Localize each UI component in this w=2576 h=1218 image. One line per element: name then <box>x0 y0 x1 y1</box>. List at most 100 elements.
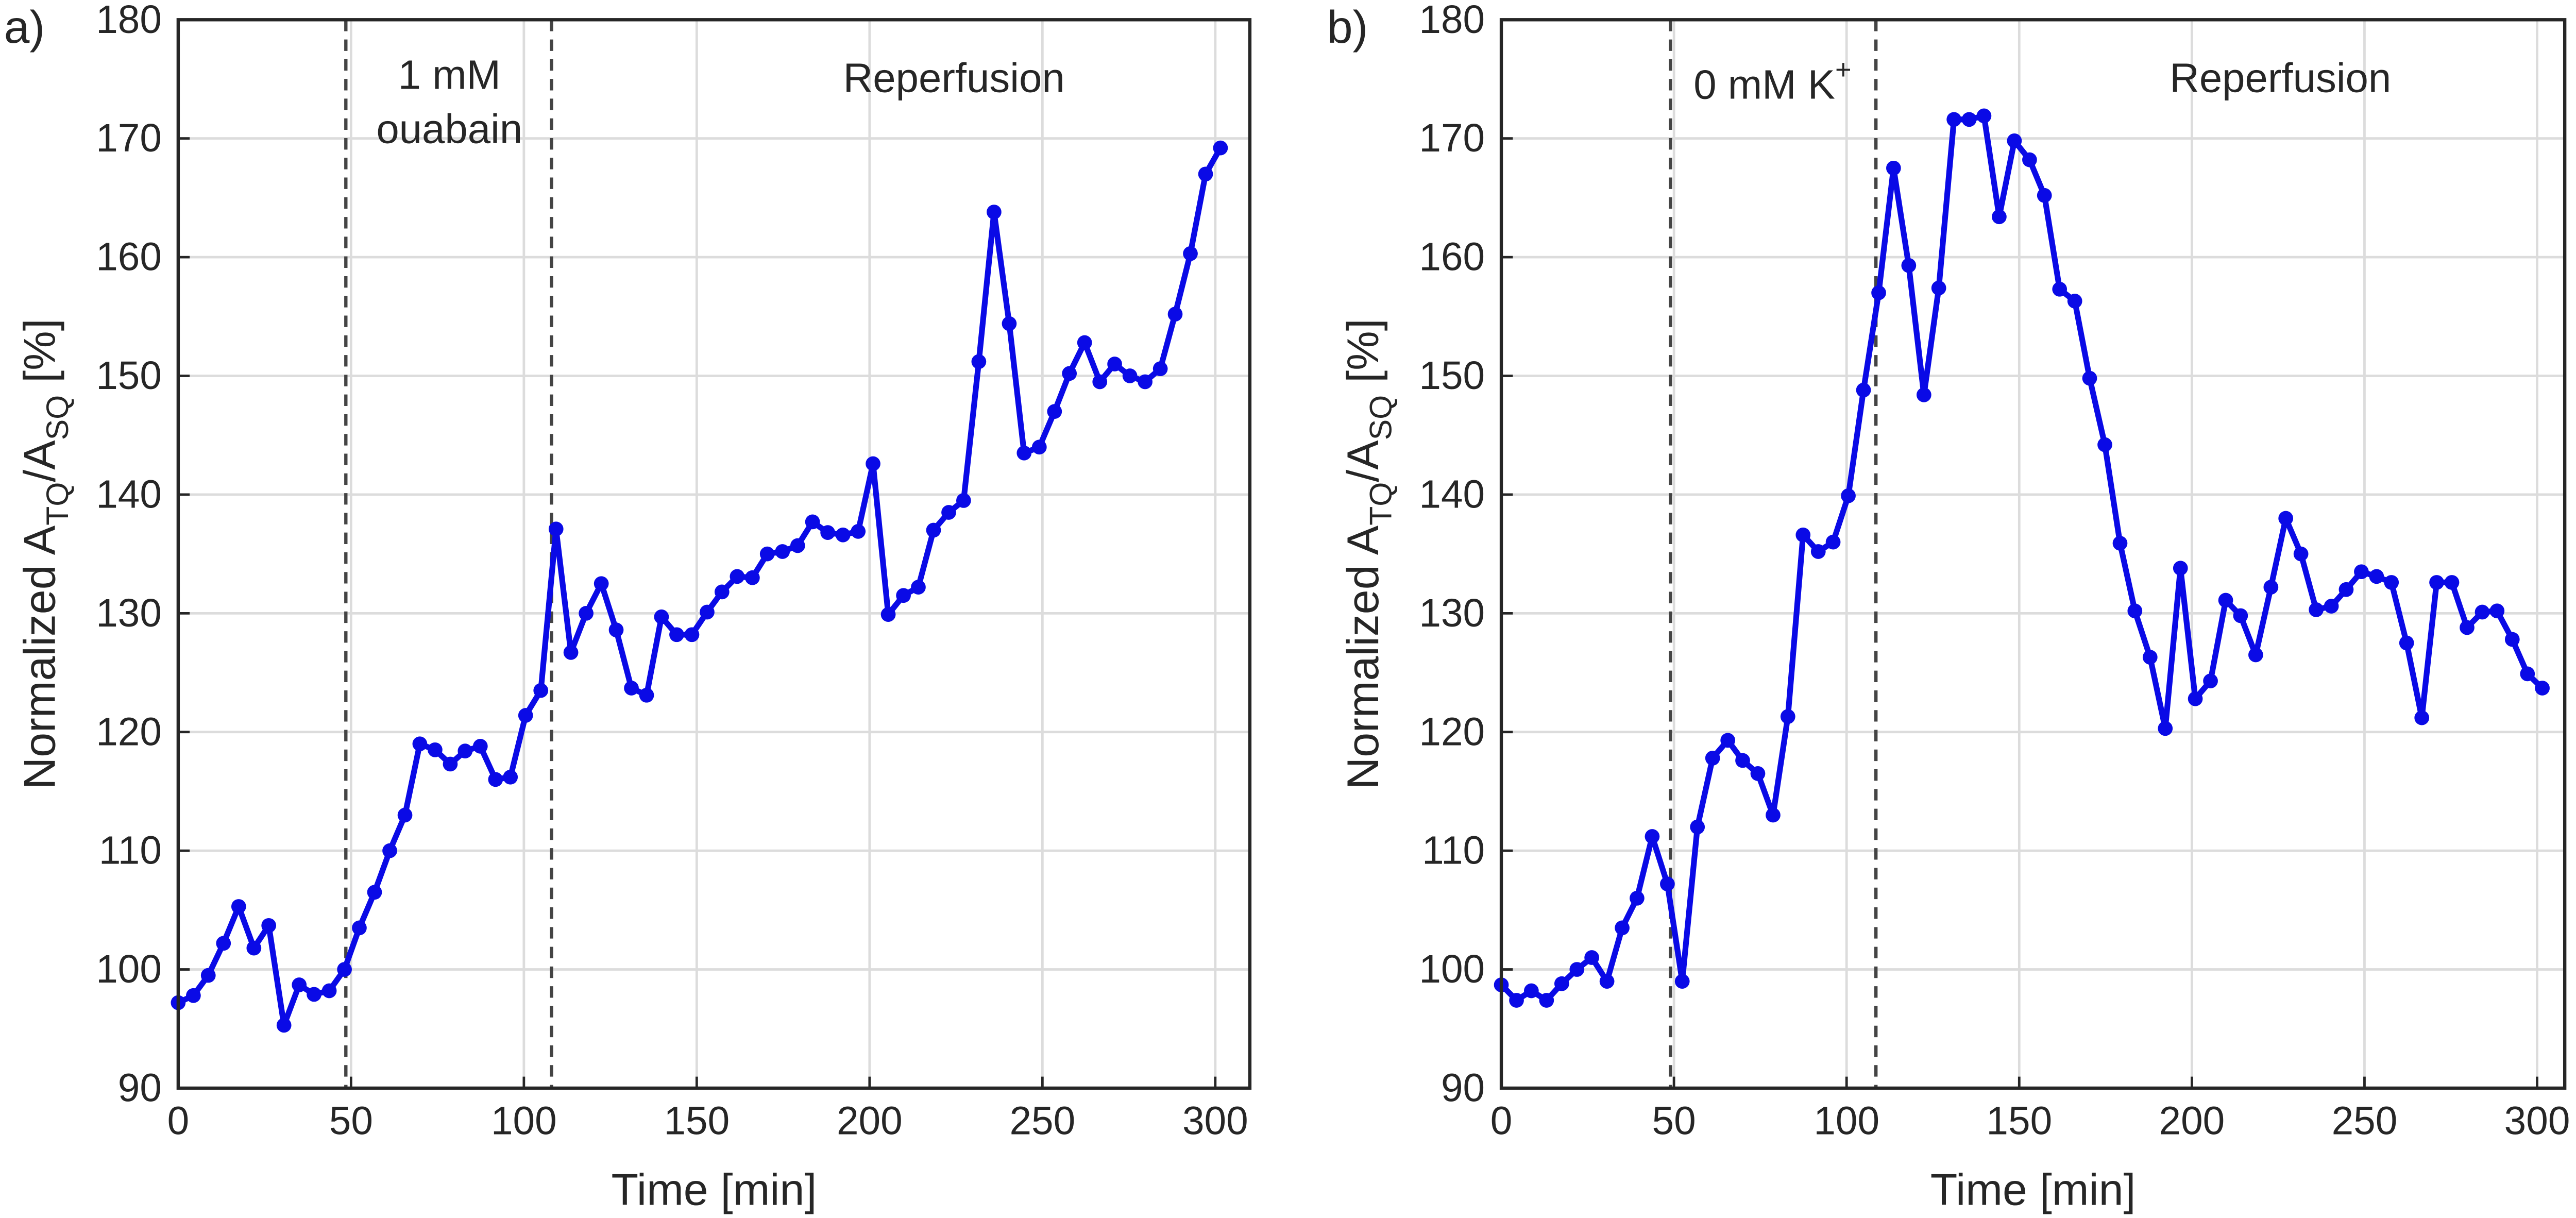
data-point <box>2384 575 2399 590</box>
data-point <box>2444 575 2460 590</box>
data-point <box>2338 582 2354 597</box>
annotation-text: Reperfusion <box>843 55 1065 101</box>
annotation: ouabain <box>376 106 522 152</box>
y-tick-label: 100 <box>96 948 162 991</box>
data-point <box>261 918 277 933</box>
data-point <box>1047 404 1062 419</box>
data-point <box>1735 753 1750 768</box>
annotation: Reperfusion <box>843 55 1065 101</box>
data-point <box>457 743 473 758</box>
data-point <box>2278 511 2294 526</box>
y-label-sub: SQ <box>1363 395 1398 441</box>
data-point <box>1810 544 1826 559</box>
x-tick-label: 100 <box>1814 1099 1879 1143</box>
data-point <box>1016 445 1032 461</box>
y-tick-label: 110 <box>99 829 162 873</box>
data-point <box>1153 361 1168 377</box>
data-point <box>654 609 669 624</box>
y-tick-label: 140 <box>96 472 162 516</box>
data-point <box>2067 293 2082 309</box>
y-label-part: [%] <box>15 318 65 395</box>
data-point <box>2293 546 2309 562</box>
data-point <box>2414 710 2430 725</box>
y-tick-label: 130 <box>1419 591 1485 635</box>
data-point <box>428 742 443 757</box>
data-point <box>639 687 654 703</box>
annotation-text: 1 mM <box>398 52 501 97</box>
data-line <box>177 146 1223 1028</box>
data-point <box>216 936 231 951</box>
data-point <box>1107 357 1122 371</box>
data-point <box>2535 681 2550 696</box>
y-tick-label: 90 <box>1441 1066 1485 1110</box>
data-point <box>1554 976 1569 991</box>
x-tick-label: 250 <box>2332 1099 2398 1143</box>
data-point <box>579 605 594 621</box>
data-point <box>1780 709 1795 724</box>
data-point <box>1901 258 1917 273</box>
data-point <box>1630 890 1645 906</box>
x-tick-label: 50 <box>329 1099 373 1143</box>
data-point <box>2127 603 2143 619</box>
x-tick-label: 300 <box>2504 1099 2570 1143</box>
x-tick-label: 200 <box>837 1099 903 1143</box>
y-tick-label: 170 <box>96 116 162 160</box>
data-point <box>246 940 262 956</box>
data-point <box>397 807 413 823</box>
data-point <box>880 607 896 622</box>
y-tick-label: 180 <box>1419 0 1485 42</box>
y-tick-label: 150 <box>1419 354 1485 398</box>
x-tick-label: 50 <box>1652 1099 1696 1143</box>
data-point <box>2022 152 2037 167</box>
data-point <box>1856 382 1871 398</box>
annotation: 0 mM K+ <box>1693 54 1851 107</box>
data-point <box>337 962 352 977</box>
data-point <box>2263 580 2279 595</box>
x-tick-label: 200 <box>2159 1099 2225 1143</box>
data-point <box>1841 488 1856 503</box>
data-point <box>1122 368 1138 383</box>
data-point <box>2158 721 2173 736</box>
data-point <box>1886 160 1901 176</box>
data-point <box>1183 246 1198 261</box>
data-point <box>2142 650 2158 665</box>
data-point <box>866 456 880 471</box>
data-point <box>1138 374 1153 390</box>
data-point <box>1523 983 1539 999</box>
data-point <box>1198 166 1213 182</box>
annotation-sup: + <box>1835 54 1852 85</box>
annotation: Reperfusion <box>2170 55 2391 101</box>
y-tick-label: 90 <box>118 1066 162 1110</box>
data-point <box>1092 374 1108 390</box>
data-point <box>926 522 941 538</box>
plot-frame <box>1499 18 2567 1090</box>
x-tick-label: 300 <box>1182 1099 1248 1143</box>
data-point <box>1584 950 1599 965</box>
data-point <box>1062 366 1077 381</box>
data-point <box>775 544 790 559</box>
data-point <box>835 527 851 543</box>
data-point <box>2037 188 2052 203</box>
data-point <box>1539 993 1554 1008</box>
data-point <box>941 505 956 520</box>
data-point <box>1961 112 1977 127</box>
data-point <box>730 569 745 584</box>
data-point <box>1660 876 1675 892</box>
data-point <box>684 627 700 642</box>
y-tick-label: 110 <box>1422 829 1485 873</box>
data-point <box>2112 536 2128 551</box>
data-point <box>594 576 609 591</box>
data-point <box>321 983 337 999</box>
x-tick-label: 150 <box>1986 1099 2052 1143</box>
x-axis-label: Time [min] <box>1930 1165 2136 1214</box>
data-point <box>2354 564 2369 580</box>
y-tick-label: 120 <box>1419 710 1485 754</box>
y-label-sub: SQ <box>40 395 75 441</box>
data-point <box>987 205 1002 219</box>
data-point <box>911 580 926 595</box>
data-point <box>2097 437 2112 452</box>
data-point <box>2233 608 2248 623</box>
data-point <box>2475 604 2490 620</box>
y-label-part: /A <box>1338 440 1388 482</box>
data-point <box>1615 920 1630 936</box>
